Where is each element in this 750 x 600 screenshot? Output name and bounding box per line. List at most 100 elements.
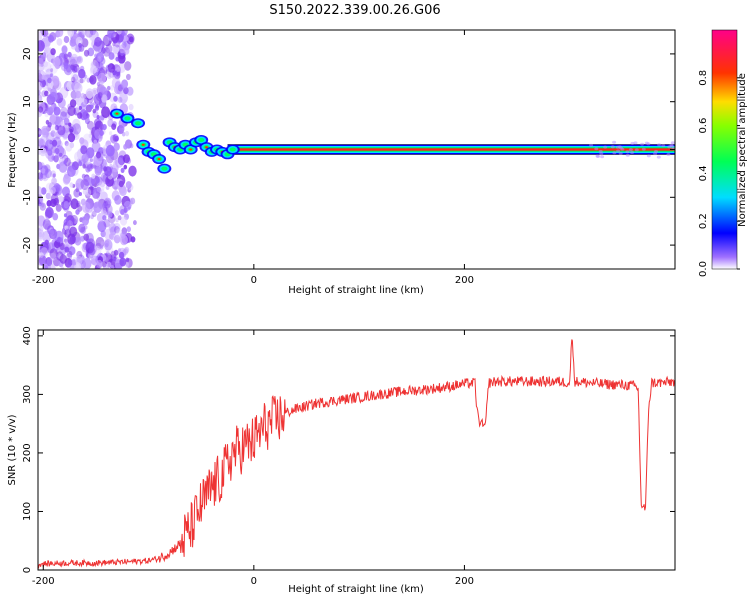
noise-blob	[101, 94, 108, 103]
noise-blob	[59, 242, 66, 251]
noise-blob	[92, 108, 97, 114]
noise-blob	[120, 209, 125, 215]
noise-blob	[104, 166, 112, 177]
noise-blob	[108, 222, 117, 233]
noise-blob	[117, 30, 122, 35]
noise-blob	[66, 215, 75, 227]
noise-blob	[103, 256, 108, 263]
noise-blob	[60, 106, 68, 117]
noise-blob	[59, 152, 63, 157]
noise-blob	[44, 90, 49, 97]
noise-blob	[81, 216, 86, 221]
noise-blob	[78, 105, 82, 111]
track-blob-inner	[161, 166, 168, 171]
noise-blob	[126, 226, 131, 233]
noise-blob	[81, 201, 91, 213]
noise-blob	[39, 147, 47, 157]
spectrogram-ylabel: Frequency (Hz)	[7, 112, 18, 188]
colorbar-ticks: 0.0 0.2 0.4 0.6 0.8	[698, 70, 740, 277]
noise-blob	[59, 254, 67, 264]
ripple-blob	[657, 143, 662, 147]
noise-blob	[80, 92, 86, 99]
noise-blob	[109, 131, 113, 136]
noise-blob	[113, 142, 120, 151]
noise-blob	[89, 158, 94, 163]
ripple-blob	[646, 142, 651, 146]
colorbar-tick-label: 0.0	[698, 261, 709, 277]
noise-blob	[103, 219, 110, 228]
noise-blob	[52, 173, 56, 178]
noise-blob	[45, 192, 51, 200]
noise-blob	[123, 47, 130, 55]
noise-blob	[38, 40, 45, 52]
snr-ylabel: SNR (10 * v/v)	[7, 414, 18, 485]
noise-blob	[51, 177, 57, 185]
noise-blob	[68, 246, 76, 256]
noise-blob	[45, 132, 55, 144]
noise-blob	[129, 143, 134, 149]
noise-blob	[50, 198, 57, 208]
noise-blob	[52, 57, 61, 68]
noise-blob	[81, 30, 87, 36]
ripple-blob	[618, 152, 623, 155]
noise-blob	[56, 253, 60, 259]
snr-series-line	[38, 339, 675, 569]
noise-blob	[49, 73, 54, 78]
noise-blob	[51, 139, 58, 147]
noise-blob	[38, 172, 43, 180]
noise-blob	[72, 66, 78, 74]
noise-blob	[60, 61, 68, 72]
ripple-blob	[616, 149, 621, 153]
noise-blob	[63, 117, 70, 126]
x-tick-label: -200	[32, 576, 55, 587]
noise-blob	[50, 124, 57, 132]
noise-blob	[41, 127, 50, 138]
noise-blob	[101, 47, 106, 54]
noise-blob	[78, 68, 86, 79]
noise-blob	[49, 91, 58, 103]
noise-blob	[41, 168, 46, 174]
noise-blob	[109, 85, 115, 91]
noise-blob	[42, 218, 51, 230]
y-tick-label: 100	[22, 502, 33, 521]
track-blob-inner	[198, 137, 205, 142]
y-tick-label: 20	[22, 48, 33, 61]
noise-blob	[46, 103, 50, 108]
noise-blob	[91, 173, 96, 179]
noise-blob	[81, 153, 89, 163]
noise-blob	[99, 245, 104, 250]
x-tick-label: 0	[251, 576, 257, 587]
noise-blob	[112, 160, 118, 167]
noise-blob	[95, 72, 102, 79]
noise-blob	[75, 209, 80, 215]
colorbar-gradient	[711, 29, 738, 270]
track-band-core	[227, 148, 675, 151]
noise-blob	[71, 78, 80, 90]
noise-blob	[69, 99, 77, 108]
noise-blob	[129, 36, 134, 43]
noise-blob	[102, 124, 107, 131]
track-blob-core	[157, 158, 161, 161]
noise-blob	[86, 238, 96, 250]
noise-blob	[90, 214, 94, 220]
noise-blob	[95, 176, 103, 186]
noise-blob	[96, 182, 105, 194]
y-tick-label: 0	[22, 146, 33, 152]
noise-blob	[63, 213, 68, 218]
noise-blob	[84, 202, 93, 214]
noise-blob	[38, 81, 43, 92]
noise-blob	[124, 36, 129, 42]
noise-blob	[85, 147, 95, 159]
noise-blob	[96, 115, 100, 120]
noise-blob	[128, 103, 134, 111]
noise-blob	[59, 196, 64, 203]
noise-blob	[53, 148, 59, 155]
noise-blob	[94, 105, 100, 111]
noise-blob	[118, 248, 122, 253]
noise-blob	[93, 201, 102, 213]
ripple-blob	[589, 143, 594, 147]
noise-blob	[38, 89, 41, 96]
noise-blob	[123, 248, 129, 256]
noise-blob	[107, 119, 112, 125]
noise-blob	[67, 233, 76, 245]
